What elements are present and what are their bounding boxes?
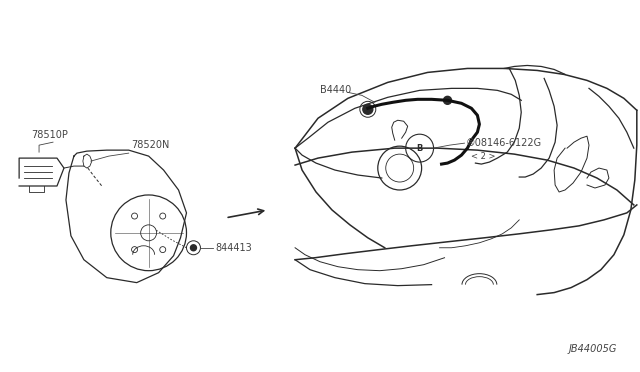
- Text: ®08146-6122G: ®08146-6122G: [465, 138, 541, 148]
- Text: JB44005G: JB44005G: [569, 344, 618, 355]
- Text: 78510P: 78510P: [31, 130, 68, 140]
- Circle shape: [191, 245, 196, 251]
- Text: B4440: B4440: [320, 85, 351, 95]
- Circle shape: [444, 96, 451, 104]
- Text: < 2 >: < 2 >: [472, 152, 496, 161]
- Text: B: B: [417, 144, 423, 153]
- Circle shape: [363, 104, 373, 114]
- Text: 78520N: 78520N: [131, 140, 169, 150]
- Text: 844413: 844413: [216, 243, 252, 253]
